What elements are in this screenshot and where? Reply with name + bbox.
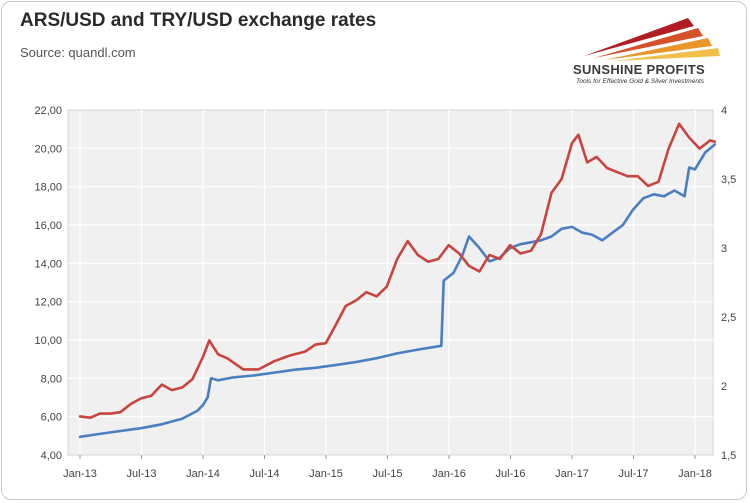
- y-left-tick-label: 10,00: [34, 335, 62, 347]
- grid-lines: [68, 110, 713, 455]
- y-right-tick-label: 2: [721, 381, 727, 393]
- plot-area: [67, 109, 714, 456]
- x-tick-label: Jan-13: [63, 468, 97, 480]
- x-tick-label: Jul-14: [250, 468, 280, 480]
- x-tick-label: Jul-15: [373, 468, 403, 480]
- y-left-tick-label: 6,00: [41, 412, 62, 424]
- y-left-tick-label: 22,00: [34, 105, 62, 117]
- x-tick-label: Jan-18: [678, 468, 712, 480]
- series-lines: [78, 122, 717, 439]
- y-left-tick-label: 14,00: [34, 258, 62, 270]
- y-right-tick-label: 1,5: [721, 450, 736, 462]
- y-left-tick-label: 8,00: [41, 373, 62, 385]
- y-left-tick-label: 16,00: [34, 220, 62, 232]
- y-right-tick-label: 4: [721, 105, 727, 117]
- series-line-right-axis: [78, 122, 717, 419]
- y-right-tick-label: 3,5: [721, 174, 736, 186]
- x-tick-label: Jul-16: [496, 468, 526, 480]
- y-left-tick-label: 4,00: [41, 450, 62, 462]
- y-right-axis: 1,5 2 2,5 3 3,5 4: [721, 105, 736, 462]
- y-left-tick-label: 20,00: [34, 143, 62, 155]
- y-right-tick-label: 3: [721, 243, 727, 255]
- logo-tagline: Tools for Effective Gold & Silver Invest…: [576, 78, 705, 85]
- chart-title: ARS/USD and TRY/USD exchange rates: [20, 10, 377, 31]
- x-tick-label: Jan-16: [432, 468, 466, 480]
- y-left-tick-label: 18,00: [34, 182, 62, 194]
- y-right-tick-label: 2,5: [721, 312, 736, 324]
- y-left-tick-label: 12,00: [34, 297, 62, 309]
- y-left-axis: 4,00 6,00 8,00 10,00 12,00 14,00 16,00 18,00 20,…: [34, 105, 62, 462]
- x-tick-label: Jul-13: [127, 468, 157, 480]
- series-line-left-axis: [78, 143, 717, 439]
- chart-source: Source: quandl.com: [20, 45, 136, 60]
- x-axis: Jan-13 Jul-13 Jan-14 Jul-14 Jan-15 Jul-15 Jan-…: [63, 455, 712, 480]
- x-tick-label: Jan-17: [555, 468, 589, 480]
- x-tick-label: Jan-14: [186, 468, 220, 480]
- sunshine-logo-icon: [584, 18, 720, 61]
- x-tick-label: Jan-15: [309, 468, 343, 480]
- x-tick-label: Jul-17: [619, 468, 649, 480]
- logo-name: SUNSHINE PROFITS: [573, 62, 705, 77]
